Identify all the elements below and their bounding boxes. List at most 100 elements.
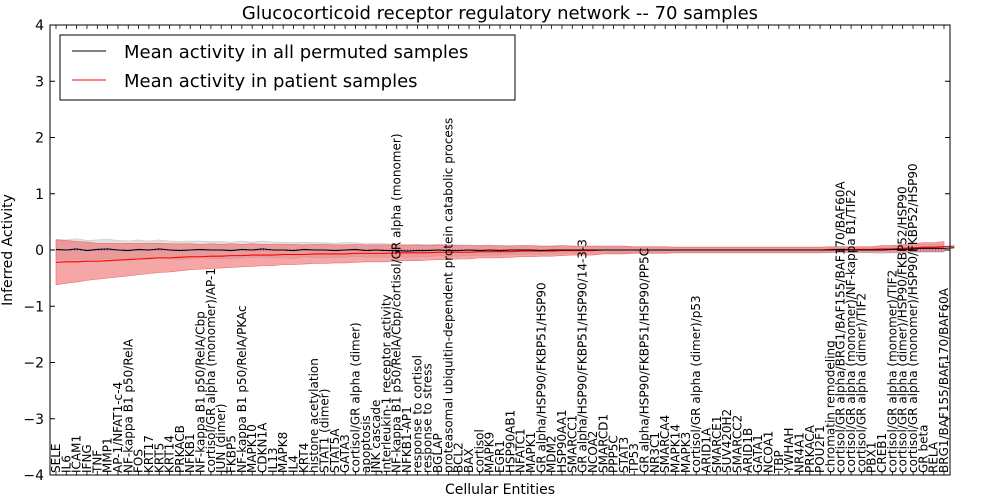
x-tick-label: GR alpha/HSP90/FKBP51/HSP90/14-3-3 <box>576 239 590 473</box>
x-tick-label: GR alpha/HSP90/FKBP51/HSP90/PP5C <box>638 248 652 473</box>
x-tick-label: JUN (dimer) <box>214 404 228 474</box>
x-tick-label: SUV420H2 <box>720 409 734 473</box>
x-tick-label: KRT17 <box>142 435 156 473</box>
x-tick-label: GR beta <box>916 424 930 473</box>
legend-label-patient: Mean activity in patient samples <box>124 71 418 92</box>
x-tick-label: IL13 <box>266 448 280 474</box>
x-tick-label: MDM2 <box>545 435 559 473</box>
x-tick-label: GATA1 <box>751 434 765 473</box>
x-tick-label: cortisol/GR alpha (dimer) <box>348 322 362 473</box>
x-tick-label: STAT1 (dimer) <box>317 389 331 473</box>
x-tick-label: GATA3 <box>338 434 352 473</box>
x-tick-label: PBX1 <box>865 442 879 473</box>
y-tick-label: −2 <box>23 356 44 372</box>
x-tick-label: KRT14 <box>163 435 177 473</box>
x-tick-label: JNK cascade <box>369 400 383 474</box>
x-tick-label: proteasomal ubiquitin-dependent protein … <box>441 118 455 473</box>
x-tick-label: NF-kappa B1 p50/RelA/Cbp <box>194 311 208 473</box>
x-tick-label: CDKN1A <box>256 422 270 473</box>
x-tick-label: SMARCC1 <box>565 415 579 473</box>
x-tick-label: MAPK9 <box>483 432 497 473</box>
y-tick-label: −4 <box>23 468 44 484</box>
x-tick-label: cortisol/GR alpha/BRG1/BAF155/BAF170/BAF… <box>834 181 848 473</box>
series-line-permuted <box>55 247 955 252</box>
x-tick-label: IL4 <box>286 455 300 473</box>
x-tick-label: PPP5C <box>607 435 621 473</box>
series-lines <box>55 245 955 263</box>
x-tick-label: SMARCA4 <box>658 415 672 473</box>
x-tick-label: TNF <box>90 450 104 474</box>
x-tick-label: TBP <box>772 450 786 474</box>
x-tick-label: POU2F1 <box>813 425 827 473</box>
legend-label-permuted: Mean activity in all permuted samples <box>124 42 468 63</box>
x-tick-label: SELE <box>49 444 63 473</box>
x-tick-labels: SELEIL6ICAM1IFNGTNFMMP1AP-1/NFAT1-c-4NF-… <box>49 118 951 474</box>
legend: Mean activity in all permuted samples Me… <box>59 34 516 101</box>
x-tick-label: MAPK14 <box>669 424 683 473</box>
x-tick-label: cortisol <box>472 429 486 473</box>
x-tick-label: CREB1 <box>875 433 889 473</box>
x-tick-label: ARID1B <box>741 428 755 473</box>
x-tick-label: KRT5 <box>152 443 166 473</box>
x-tick-label: KRT4 <box>297 443 311 473</box>
x-tick-label: NCOA2 <box>586 431 600 473</box>
chart-title: Glucocorticoid receptor regulatory netwo… <box>242 3 758 24</box>
x-tick-label: ICAM1 <box>70 435 84 473</box>
x-tick-label: BAX <box>462 448 476 473</box>
x-tick-label: MAPK10 <box>245 424 259 473</box>
y-tick-label: 4 <box>35 18 44 34</box>
x-tick-label: NFATC1 <box>514 428 528 473</box>
y-tick-label: 1 <box>35 187 44 203</box>
x-tick-label: ARID1A <box>700 427 714 473</box>
x-tick-label: HSP90AA1 <box>555 409 569 473</box>
x-tick-label: STAT3 <box>617 437 631 473</box>
x-tick-label: EGR1 <box>493 440 507 473</box>
x-axis-ticks <box>55 25 945 475</box>
x-tick-label: NR4A1 <box>792 432 806 473</box>
x-tick-label: NFKB1 <box>183 433 197 473</box>
x-tick-label: IL6 <box>59 455 73 473</box>
x-tick-label: BCL2 <box>452 442 466 473</box>
y-tick-label: 3 <box>35 74 44 90</box>
x-tick-label: response to cortisol <box>410 355 424 473</box>
legend-box <box>59 34 516 101</box>
x-tick-label: cortisol/GR alpha (monomer)/TIF2 <box>885 270 899 473</box>
x-tick-label: GR alpha/HSP90/FKBP51/HSP90 <box>534 282 548 473</box>
x-tick-label: TP53 <box>627 443 641 474</box>
x-tick-label: NFKB1-AP1 <box>400 406 414 473</box>
x-tick-label: MAPK8 <box>276 432 290 473</box>
x-tick-label: MAPK3 <box>679 432 693 473</box>
x-tick-label: cortisol/GR alpha (dimer)/TIF2 <box>854 293 868 473</box>
x-tick-label: histone acetylation <box>307 358 321 473</box>
x-tick-label: apoptosis <box>359 415 373 473</box>
x-tick-label: AP-1/NFAT1-c-4 <box>111 382 125 473</box>
x-tick-label: response to stress <box>421 363 435 473</box>
x-tick-label: YWHAH <box>782 428 796 474</box>
x-tick-label: NF-kappa B1 p50/RelA/PKAc <box>235 305 249 473</box>
x-tick-label: IFNG <box>80 444 94 473</box>
x-tick-label: MMP1 <box>101 437 115 473</box>
y-axis-ticks: −4 −3 −2 −1 0 1 2 3 4 <box>23 18 950 484</box>
x-tick-label: SMARCD1 <box>596 414 610 473</box>
y-tick-label: −1 <box>23 299 44 315</box>
y-tick-label: 2 <box>35 131 44 147</box>
x-tick-label: SMARCC2 <box>730 415 744 473</box>
band-patient <box>55 239 945 286</box>
x-tick-label: NCOA1 <box>761 431 775 473</box>
x-tick-label: interleukin-1 receptor activity <box>379 294 393 473</box>
x-tick-label: RELA <box>927 441 941 473</box>
x-tick-label: NF-kappa B1 p50/RelA <box>121 338 135 473</box>
x-axis-label: Cellular Entities <box>445 482 555 498</box>
x-tick-label: cortisol/GR alpha (monomer)/HSP90/FKBP52… <box>906 163 920 473</box>
x-tick-label: STAT5A <box>328 428 342 473</box>
x-tick-label: NF-kappa B1 p50/RelA/Cbp/cortisol/GR alp… <box>390 134 404 474</box>
x-tick-label: cortisol/GR alpha (monomer)/AP-1 <box>204 268 218 473</box>
x-tick-label: FOS <box>132 449 146 473</box>
x-tick-label: HSP90AB1 <box>503 410 517 473</box>
x-tick-label: MAPK1 <box>524 432 538 473</box>
y-tick-label: 0 <box>35 243 44 259</box>
x-tick-label: PRKACB <box>173 425 187 473</box>
x-tick-label: BRG1/BAF155/BAF170/BAF60A <box>937 287 951 473</box>
y-tick-label: −3 <box>23 412 44 428</box>
